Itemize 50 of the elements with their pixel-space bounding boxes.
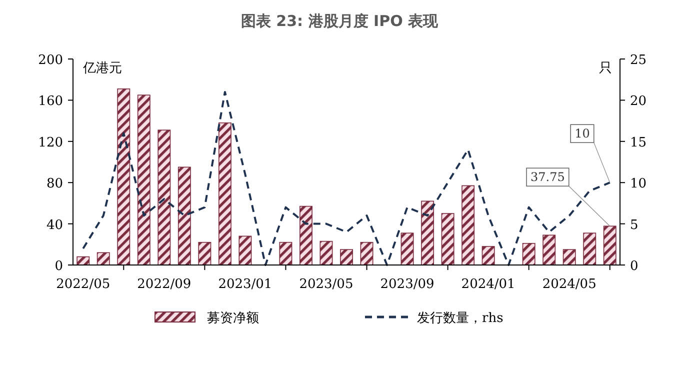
bar (542, 234, 556, 266)
y2-tick-label: 0 (630, 259, 638, 274)
bar (583, 232, 596, 266)
bar (158, 130, 171, 266)
y-axis-title: 亿港元 (82, 61, 122, 76)
x-tick-label: 2024/01 (461, 277, 516, 292)
y-tick-label: 0 (54, 259, 63, 274)
bar (340, 249, 353, 266)
data-label: 37.75 (530, 170, 565, 184)
bar (198, 242, 212, 266)
bar (320, 240, 333, 266)
y2-tick-label: 5 (630, 218, 638, 233)
bar (562, 249, 576, 266)
bar (603, 226, 616, 266)
x-tick-label: 2024/05 (542, 277, 596, 292)
y-tick-label: 200 (38, 53, 63, 68)
y2-tick-label: 20 (630, 94, 647, 110)
bar (360, 242, 374, 266)
y2-axis-title: 只 (599, 61, 612, 76)
bar (421, 200, 434, 266)
y2-tick-label: 10 (630, 176, 647, 192)
y2-tick-label: 15 (630, 135, 647, 150)
bar (522, 242, 536, 266)
bar (279, 242, 292, 266)
bar (482, 246, 495, 266)
bar (400, 232, 414, 266)
bar (441, 213, 454, 266)
bar (117, 88, 130, 266)
bar (137, 94, 150, 266)
y2-tick-label: 25 (630, 53, 647, 68)
y-tick-label: 80 (46, 176, 63, 192)
x-tick-label: 2023/09 (380, 277, 434, 292)
y-tick-label: 160 (38, 94, 63, 110)
bar (300, 206, 312, 266)
chart-title: 图表 23: 港股月度 IPO 表现 (240, 12, 440, 30)
x-tick-label: 2022/05 (56, 277, 110, 292)
data-label: 10 (574, 126, 590, 141)
x-tick-label: 2022/09 (137, 277, 192, 292)
legend-label: 发行数量，rhs (417, 311, 504, 326)
y-tick-label: 120 (38, 135, 63, 150)
bar (96, 252, 110, 266)
bar (462, 185, 475, 266)
x-tick-label: 2023/01 (218, 277, 272, 292)
y-tick-label: 40 (46, 218, 63, 233)
line-series (82, 90, 611, 266)
bar (218, 122, 232, 266)
legend-label: 募资净额 (207, 311, 259, 326)
bar (178, 166, 191, 266)
x-tick-label: 2023/05 (299, 277, 354, 292)
bar (238, 236, 252, 266)
